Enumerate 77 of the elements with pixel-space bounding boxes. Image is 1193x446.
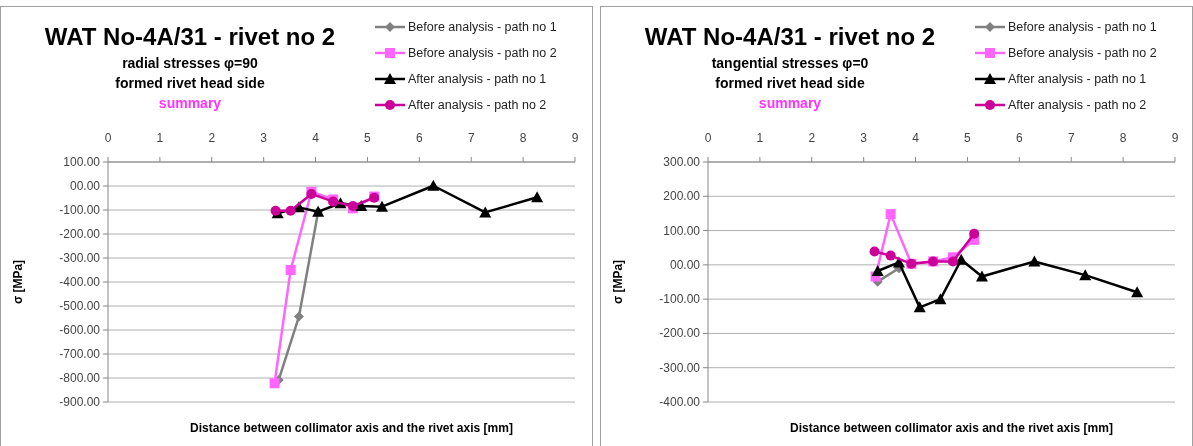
x-tick-label: 6 (415, 131, 423, 145)
y-tick-label: -800.00 (59, 371, 101, 385)
y-tick-label: 100.00 (63, 155, 101, 169)
y-axis-title: σ [MPa] (11, 259, 25, 305)
point (293, 311, 304, 322)
chart-subtitle: radial stresses φ=90 formed rivet head side (115, 55, 265, 91)
point (885, 209, 896, 220)
point (1079, 269, 1092, 281)
point (479, 206, 492, 218)
x-tick-label: 3 (860, 131, 868, 145)
x-tick-label: 5 (364, 131, 372, 145)
y-tick-label: -500.00 (59, 299, 101, 313)
y-tick-label: 00.00 (669, 257, 701, 272)
x-tick-label: 0 (104, 131, 112, 145)
point (1028, 255, 1041, 267)
x-tick-label: 7 (1067, 131, 1075, 145)
y-tick-label: -100.00 (59, 203, 101, 217)
y-tick-label: 200.00 (663, 189, 701, 204)
legend-label: Before analysis - path no 2 (1008, 46, 1157, 60)
point (427, 179, 440, 191)
point (531, 191, 544, 203)
legend-label: After analysis - path no 2 (408, 98, 547, 112)
x-axis-title: Distance between collimator axis and the rivet axis [mm] (190, 421, 513, 435)
x-tick-label: 8 (1119, 131, 1127, 145)
y-tick-label: -200.00 (59, 227, 101, 241)
x-axis-title: Distance between collimator axis and the rivet axis [mm] (790, 421, 1113, 435)
chart-title: WAT No-4A/31 - rivet no 2 (644, 23, 936, 50)
point (869, 246, 880, 257)
x-tick-label: 8 (519, 131, 527, 145)
x-tick-label: 2 (808, 131, 816, 145)
x-tick-label: 7 (467, 131, 475, 145)
point (947, 256, 958, 267)
text: summary (758, 95, 822, 111)
x-tick-label: 4 (912, 131, 920, 145)
x-tick-label: 9 (571, 131, 579, 145)
legend-label: Before analysis - path no 1 (408, 20, 557, 34)
y-tick-label: 00.00 (69, 179, 101, 193)
y-axis-title: σ [MPa] (611, 259, 625, 305)
y-tick-label: -300.00 (59, 251, 101, 265)
legend-label: After analysis - path no 1 (408, 72, 547, 86)
point (1131, 286, 1144, 298)
point (871, 265, 884, 277)
legend-label: Before analysis - path no 2 (408, 46, 557, 60)
point (269, 378, 280, 389)
x-tick-label: 3 (260, 131, 268, 145)
point (285, 265, 296, 275)
legend-label: After analysis - path no 2 (1008, 98, 1147, 112)
x-tick-label: 6 (1015, 131, 1023, 145)
y-tick-label: -100.00 (659, 292, 701, 307)
y-tick-label: -300.00 (659, 360, 701, 375)
point (375, 200, 388, 212)
y-tick-label: -400.00 (59, 275, 101, 289)
x-tick-label: 0 (704, 131, 712, 145)
point (885, 250, 896, 261)
text: summary (158, 95, 222, 111)
chart-subtitle: tangential stresses φ=0 formed rivet head side (711, 55, 869, 91)
y-tick-label: -400.00 (659, 395, 701, 409)
point (975, 270, 988, 282)
chart-title: WAT No-4A/31 - rivet no 2 (44, 23, 336, 50)
y-tick-label: 300.00 (663, 155, 701, 169)
x-tick-label: 5 (964, 131, 972, 145)
point (934, 293, 947, 305)
legend-label: Before analysis - path no 1 (1008, 20, 1157, 34)
point (285, 205, 296, 216)
y-tick-label: 100.00 (663, 223, 701, 238)
x-tick-label: 1 (156, 131, 164, 145)
y-tick-label: -200.00 (659, 326, 701, 341)
y-tick-label: -600.00 (59, 323, 101, 337)
point (913, 301, 926, 313)
x-tick-label: 1 (756, 131, 764, 145)
x-tick-label: 9 (1171, 131, 1179, 145)
point (969, 228, 980, 239)
legend-label: After analysis - path no 1 (1008, 72, 1147, 86)
x-tick-label: 4 (312, 131, 320, 145)
x-tick-label: 2 (208, 131, 216, 145)
y-tick-label: -700.00 (59, 347, 101, 361)
y-tick-label: -900.00 (59, 395, 101, 409)
